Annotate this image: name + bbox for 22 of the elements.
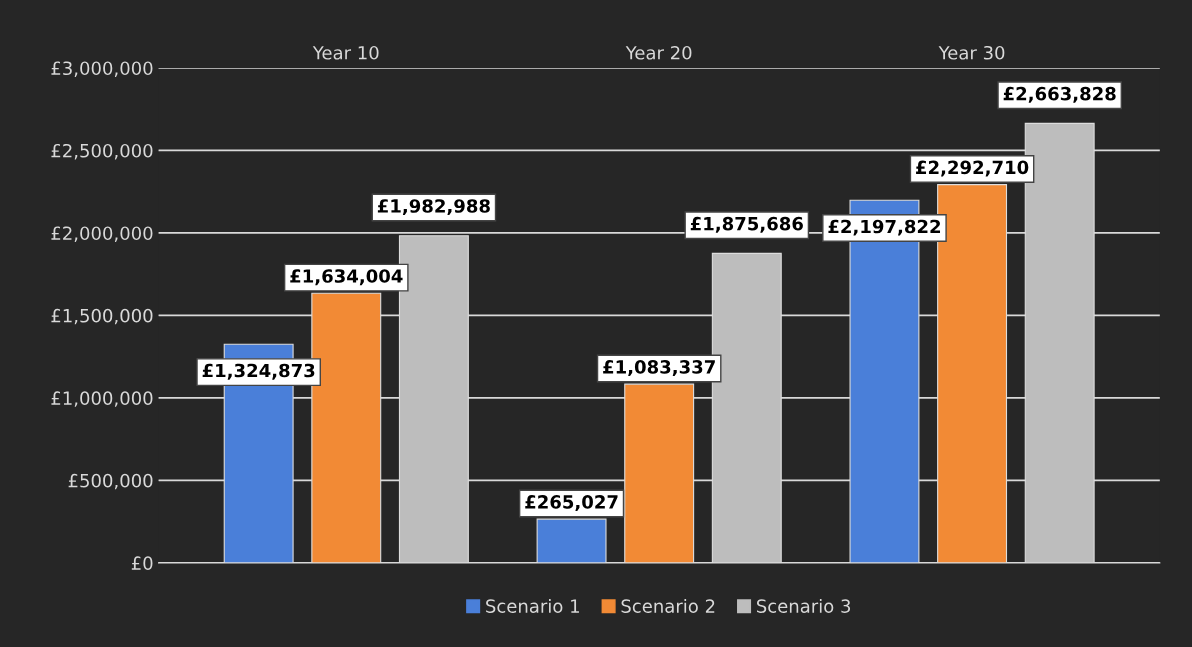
x-tick-label: Year 10: [312, 45, 379, 60]
y-tick-label: £2,500,000: [51, 143, 153, 160]
y-tick-label: £500,000: [68, 473, 153, 490]
text: £2,663,828: [1003, 86, 1116, 103]
x-tick-label: Year 20: [625, 45, 692, 60]
text: £2,197,822: [828, 219, 941, 236]
x-tick-label: Year 30: [938, 45, 1005, 60]
y-tick-label: £3,000,000: [51, 61, 153, 77]
legend-label: Scenario 2: [621, 598, 715, 613]
y-tick-label: £1,500,000: [51, 308, 153, 325]
text: £265,027: [525, 495, 618, 512]
legend-label: Scenario 3: [756, 598, 851, 613]
y-tick-label: £1,000,000: [51, 391, 153, 407]
text: £1,875,686: [690, 216, 803, 233]
text: £1,634,004: [290, 269, 403, 286]
y-tick-label: £2,000,000: [51, 226, 153, 242]
legend-label: Scenario 1: [486, 598, 579, 613]
text: £1,083,337: [603, 360, 715, 377]
text: £1,982,988: [377, 199, 490, 216]
text: £1,324,873: [202, 363, 315, 380]
y-tick-label: £0: [131, 556, 153, 571]
text: £2,292,710: [916, 160, 1029, 177]
